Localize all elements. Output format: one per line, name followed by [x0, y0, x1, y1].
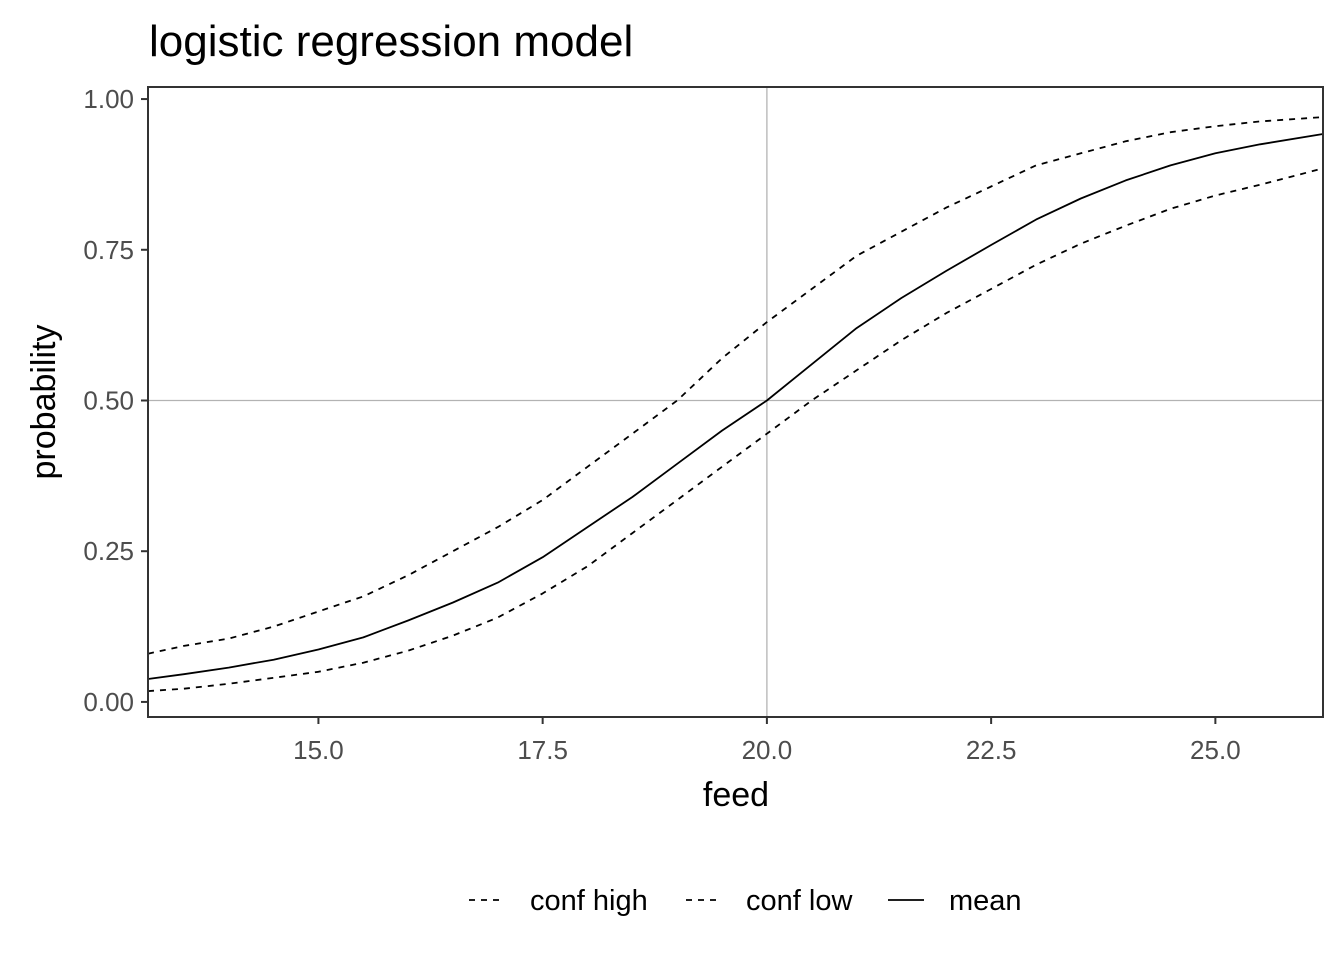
- x-tick-label: 15.0: [293, 735, 344, 765]
- plot-panel-border: [147, 86, 1324, 718]
- series-line-mean: [147, 133, 1324, 680]
- y-tick-marks: 0.00 0.25 0.50 0.75 1.00: [83, 84, 148, 717]
- series-line-conf-high: [147, 116, 1324, 655]
- data-lines: [147, 116, 1324, 692]
- legend-label-mean: mean: [949, 885, 1022, 917]
- y-tick-label: 0.75: [83, 235, 134, 265]
- x-tick-label: 25.0: [1190, 735, 1241, 765]
- y-tick-label: 0.00: [83, 687, 134, 717]
- legend-label-conf-high: conf high: [530, 885, 648, 917]
- y-tick-label: 0.25: [83, 536, 134, 566]
- x-tick-marks: 15.0 17.5 20.0 22.5 25.0: [293, 717, 1241, 765]
- chart-title: logistic regression model: [149, 17, 633, 66]
- grid-lines: [148, 87, 1323, 717]
- x-tick-label: 22.5: [966, 735, 1017, 765]
- x-axis-title: feed: [703, 776, 769, 814]
- legend-label-conf-low: conf low: [746, 885, 853, 917]
- y-axis-title: probability: [25, 325, 63, 480]
- x-tick-label: 17.5: [517, 735, 568, 765]
- x-tick-label: 20.0: [742, 735, 793, 765]
- legend: conf high conf low mean: [469, 885, 1022, 917]
- series-line-conf-low: [147, 167, 1324, 692]
- y-tick-label: 0.50: [83, 385, 134, 415]
- y-tick-label: 1.00: [83, 84, 134, 114]
